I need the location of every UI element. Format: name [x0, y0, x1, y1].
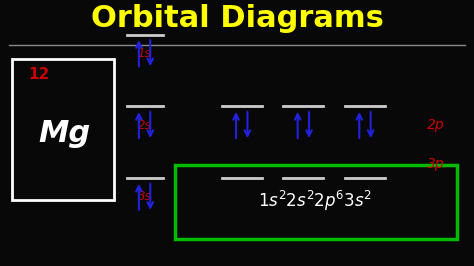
Text: 12: 12 [28, 67, 50, 82]
Text: Mg: Mg [38, 118, 90, 148]
Text: 3p: 3p [427, 157, 445, 171]
Text: 1s: 1s [138, 47, 151, 60]
Text: 2p: 2p [427, 118, 445, 132]
Text: Orbital Diagrams: Orbital Diagrams [91, 4, 383, 33]
Bar [12, 59, 114, 200]
Text: $1s^{2}2s^{2}2p^{6}3s^{2}$: $1s^{2}2s^{2}2p^{6}3s^{2}$ [258, 189, 372, 213]
Text: 3s: 3s [138, 190, 151, 203]
FancyBboxPatch shape [175, 165, 457, 239]
Text: 2s: 2s [138, 119, 151, 131]
